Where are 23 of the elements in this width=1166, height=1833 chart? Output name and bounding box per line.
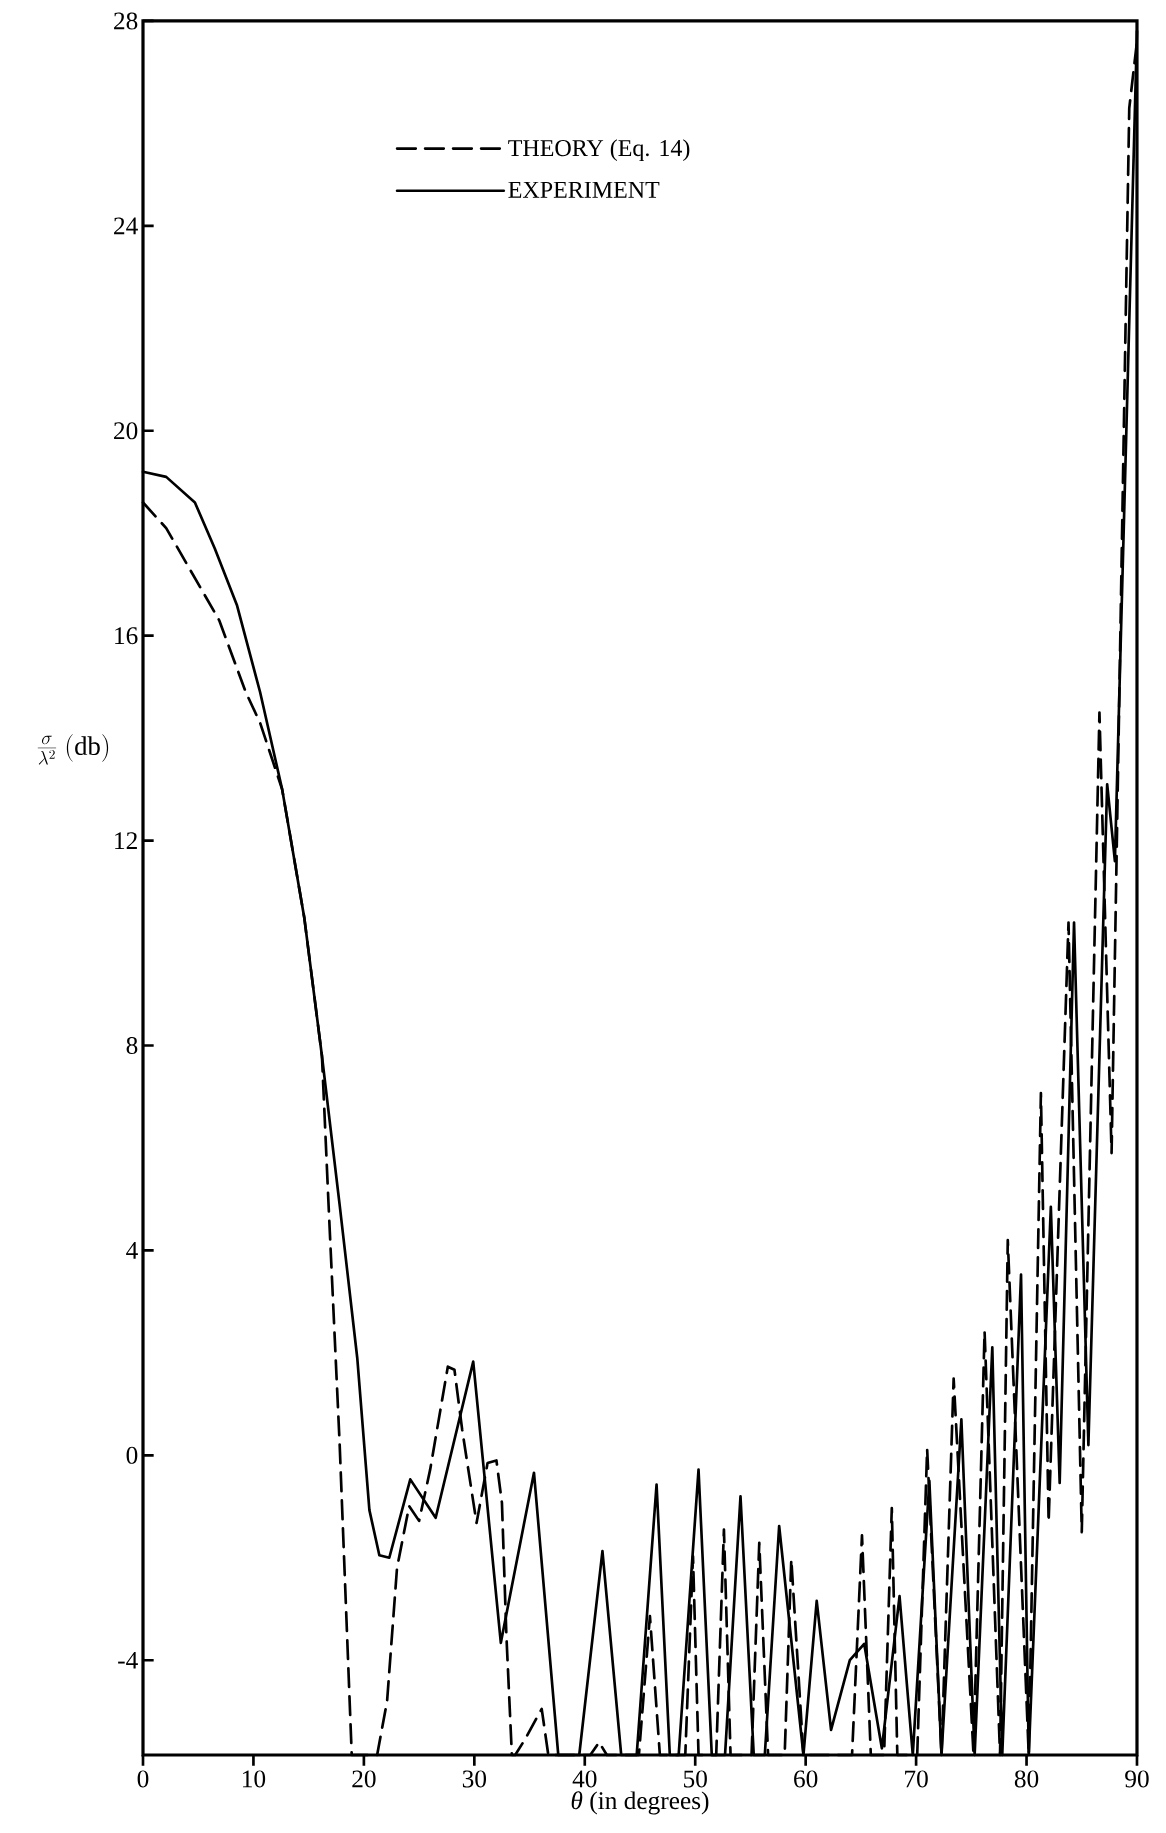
legend-label: EXPERIMENT: [508, 181, 660, 198]
y-tick-label: 8: [126, 1036, 138, 1055]
x-tick-label: 80: [1014, 1770, 1039, 1788]
y-tick-label: 12: [115, 832, 137, 849]
y-tick-label: 20: [114, 422, 138, 440]
x-tick-label: 90: [1125, 1770, 1149, 1788]
y-tick-label: 24: [114, 217, 138, 235]
x-tick-label: 30: [462, 1770, 487, 1788]
y-tick-label: 28: [114, 12, 138, 30]
x-tick-label: 70: [905, 1770, 928, 1788]
y-tick-label: 4: [126, 1242, 138, 1259]
x-tick-label: 50: [684, 1770, 707, 1788]
legend-label: THEORY (Eq. 14): [508, 139, 690, 162]
x-tick-label: 10: [242, 1770, 266, 1788]
x-tick-label: 0: [137, 1770, 149, 1788]
y-tick-label: 16: [115, 627, 138, 645]
x-tick-label: 40: [572, 1770, 597, 1788]
y-tick-label: -4: [118, 1651, 138, 1669]
x-axis-title: θ (in degrees): [571, 1791, 709, 1815]
x-tick-label: 60: [794, 1770, 818, 1788]
x-tick-label: 20: [352, 1770, 376, 1788]
y-tick-label: 0: [126, 1446, 138, 1464]
y-axis-title: $\frac{\sigma}{\lambda^{2}}\ \mathrm{(db)}$: [37, 734, 109, 765]
